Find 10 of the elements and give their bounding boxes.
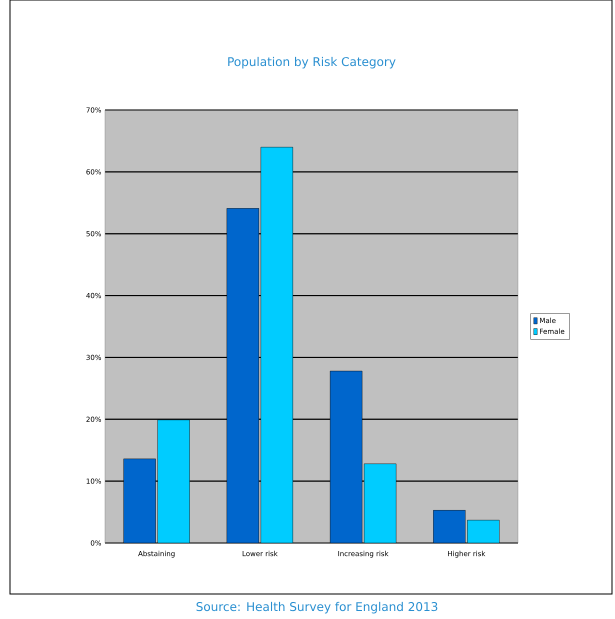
bar — [123, 458, 156, 543]
bar — [157, 420, 190, 543]
chart-title: Population by Risk Category — [228, 56, 396, 68]
bar — [467, 520, 500, 543]
source-note: Source: Health Survey for England 2013 — [196, 602, 438, 614]
bar — [260, 146, 294, 543]
bar — [330, 370, 362, 543]
bar — [364, 464, 396, 543]
bar — [226, 208, 260, 543]
bar — [433, 510, 466, 543]
